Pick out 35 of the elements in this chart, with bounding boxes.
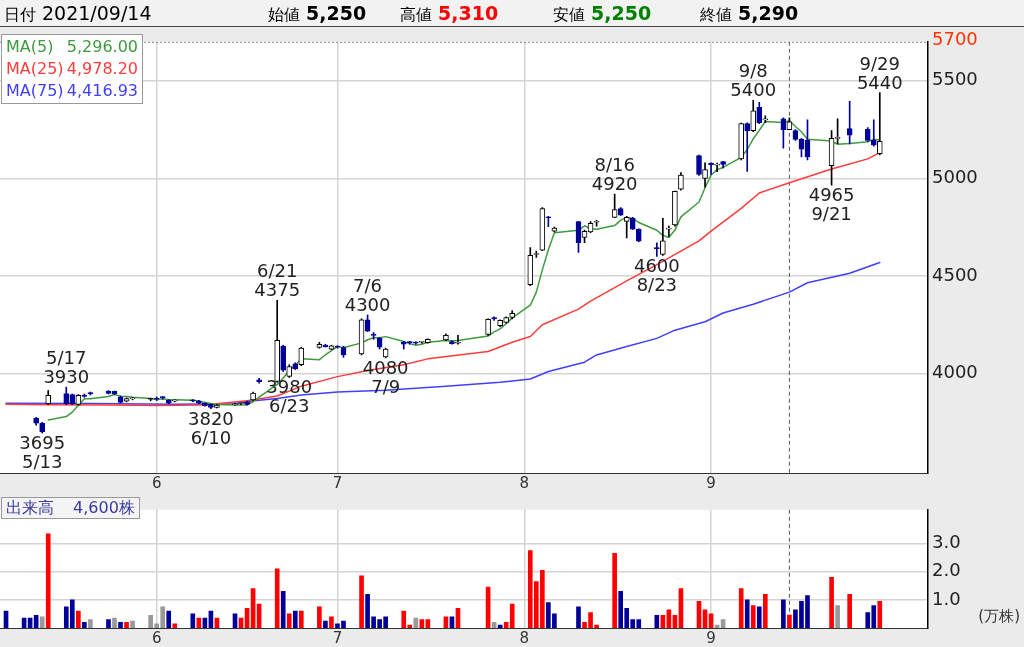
y-tick-label: 2.0 xyxy=(932,559,961,581)
x-tick-label: 6 xyxy=(151,473,162,492)
text: 始値 5,250 xyxy=(268,2,367,24)
text: 日付 2021/09/14 xyxy=(4,2,152,24)
text: MA(25) 4,978.20 xyxy=(6,58,138,80)
x-tick-label: 8 xyxy=(519,628,530,647)
x-tick-label: 6 xyxy=(151,628,162,647)
y-axis-title: (万株) xyxy=(978,607,1020,626)
x-tick-label: 7 xyxy=(332,473,343,492)
text: 高値 5,310 xyxy=(400,2,499,24)
x-tick-label: 9 xyxy=(706,628,716,647)
annotation: 4965 9/21 xyxy=(808,184,855,225)
text: 終値 5,290 xyxy=(700,2,799,24)
x-tick-label: 8 xyxy=(519,473,530,492)
text: MA(5) 5,296.00 xyxy=(6,36,138,58)
chart-title: 出来高 4,600株 xyxy=(1,497,140,519)
annotation: 5/17 3930 xyxy=(43,347,90,388)
text: 安値 5,250 xyxy=(553,2,652,24)
annotation: 6/21 4375 xyxy=(254,260,301,301)
y-tick-label: 3.0 xyxy=(932,531,961,553)
y-tick-label: 5500 xyxy=(932,68,978,90)
y-tick-label: 4000 xyxy=(932,361,978,383)
text: MA(75) 4,416.93 xyxy=(6,80,138,102)
annotation: 3695 5/13 xyxy=(19,432,66,472)
y-tick-label: 4500 xyxy=(932,263,978,285)
annotation: 9/29 5440 xyxy=(856,52,903,93)
ref-line-label: 5700 xyxy=(932,28,978,50)
annotation: 8/16 4920 xyxy=(591,153,638,194)
y-tick-label: 1.0 xyxy=(932,587,961,609)
x-tick-label: 9 xyxy=(706,473,716,492)
x-tick-label: 7 xyxy=(332,628,343,647)
annotation: 7/6 4300 xyxy=(344,274,391,315)
annotation: 9/8 5400 xyxy=(730,60,777,101)
annotation: 3820 6/10 xyxy=(188,407,234,448)
y-tick-label: 5000 xyxy=(932,166,978,188)
